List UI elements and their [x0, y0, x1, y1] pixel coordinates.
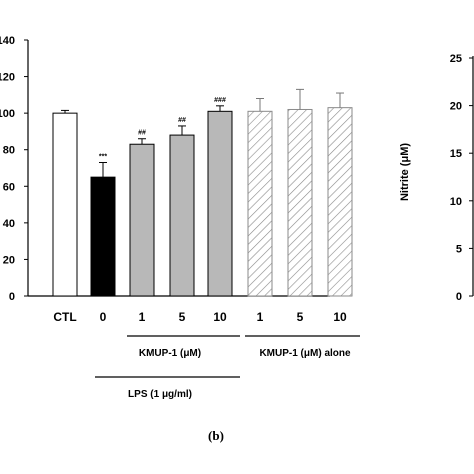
- category-label-6: 5: [297, 310, 304, 324]
- left-bars: ***#######: [52, 88, 353, 297]
- left-y-tick-label: 100: [0, 108, 15, 120]
- right-y-ticks: 0 5 10 15 20 25: [450, 53, 473, 303]
- significance-mark-3: ##: [178, 117, 186, 124]
- bar-4: [207, 110, 233, 297]
- category-label-3: 5: [179, 310, 186, 324]
- category-label-7: 10: [333, 310, 347, 324]
- right-y-tick-label: 25: [450, 53, 462, 65]
- bar-6: [287, 108, 313, 297]
- kmup-alone-label: KMUP-1 (μM) alone: [259, 348, 351, 359]
- lps-label: LPS (1 μg/ml): [128, 389, 192, 400]
- category-label-1: 0: [100, 310, 107, 324]
- bar-7: [327, 107, 353, 297]
- right-y-tick-label: 0: [456, 291, 462, 303]
- left-y-tick-label: 80: [3, 145, 15, 157]
- panel-label: (b): [208, 428, 224, 443]
- kmup-treated-label: KMUP-1 (μM): [139, 348, 201, 359]
- right-y-axis-label: Nitrite (μM): [399, 143, 411, 201]
- significance-mark-4: ###: [214, 97, 226, 104]
- left-y-tick-label: 60: [3, 181, 15, 193]
- right-y-tick-label: 20: [450, 101, 462, 113]
- significance-mark-1: ***: [99, 154, 107, 161]
- category-label-2: 1: [139, 310, 146, 324]
- left-y-tick-label: 140: [0, 35, 15, 47]
- category-label-0: CTL: [53, 310, 76, 324]
- right-y-tick-label: 10: [450, 196, 462, 208]
- bar-2: [129, 143, 155, 297]
- left-y-tick-label: 120: [0, 72, 15, 84]
- right-y-tick-label: 5: [456, 243, 462, 255]
- bar-1: [90, 176, 116, 297]
- bar-5: [247, 110, 273, 297]
- bar-3: [169, 134, 195, 297]
- significance-mark-2: ##: [138, 130, 146, 137]
- left-y-tick-label: 20: [3, 254, 15, 266]
- left-category-labels: CTL 0 1 5 10 1 5 10: [53, 310, 347, 324]
- category-label-5: 1: [257, 310, 264, 324]
- category-label-4: 10: [213, 310, 227, 324]
- right-y-tick-label: 15: [450, 148, 462, 160]
- left-y-tick-label: 40: [3, 218, 15, 230]
- left-y-ticks: 0 20 40 60 80 100 120 140: [0, 35, 28, 303]
- left-y-tick-label: 0: [9, 291, 15, 303]
- bar-0: [52, 112, 78, 297]
